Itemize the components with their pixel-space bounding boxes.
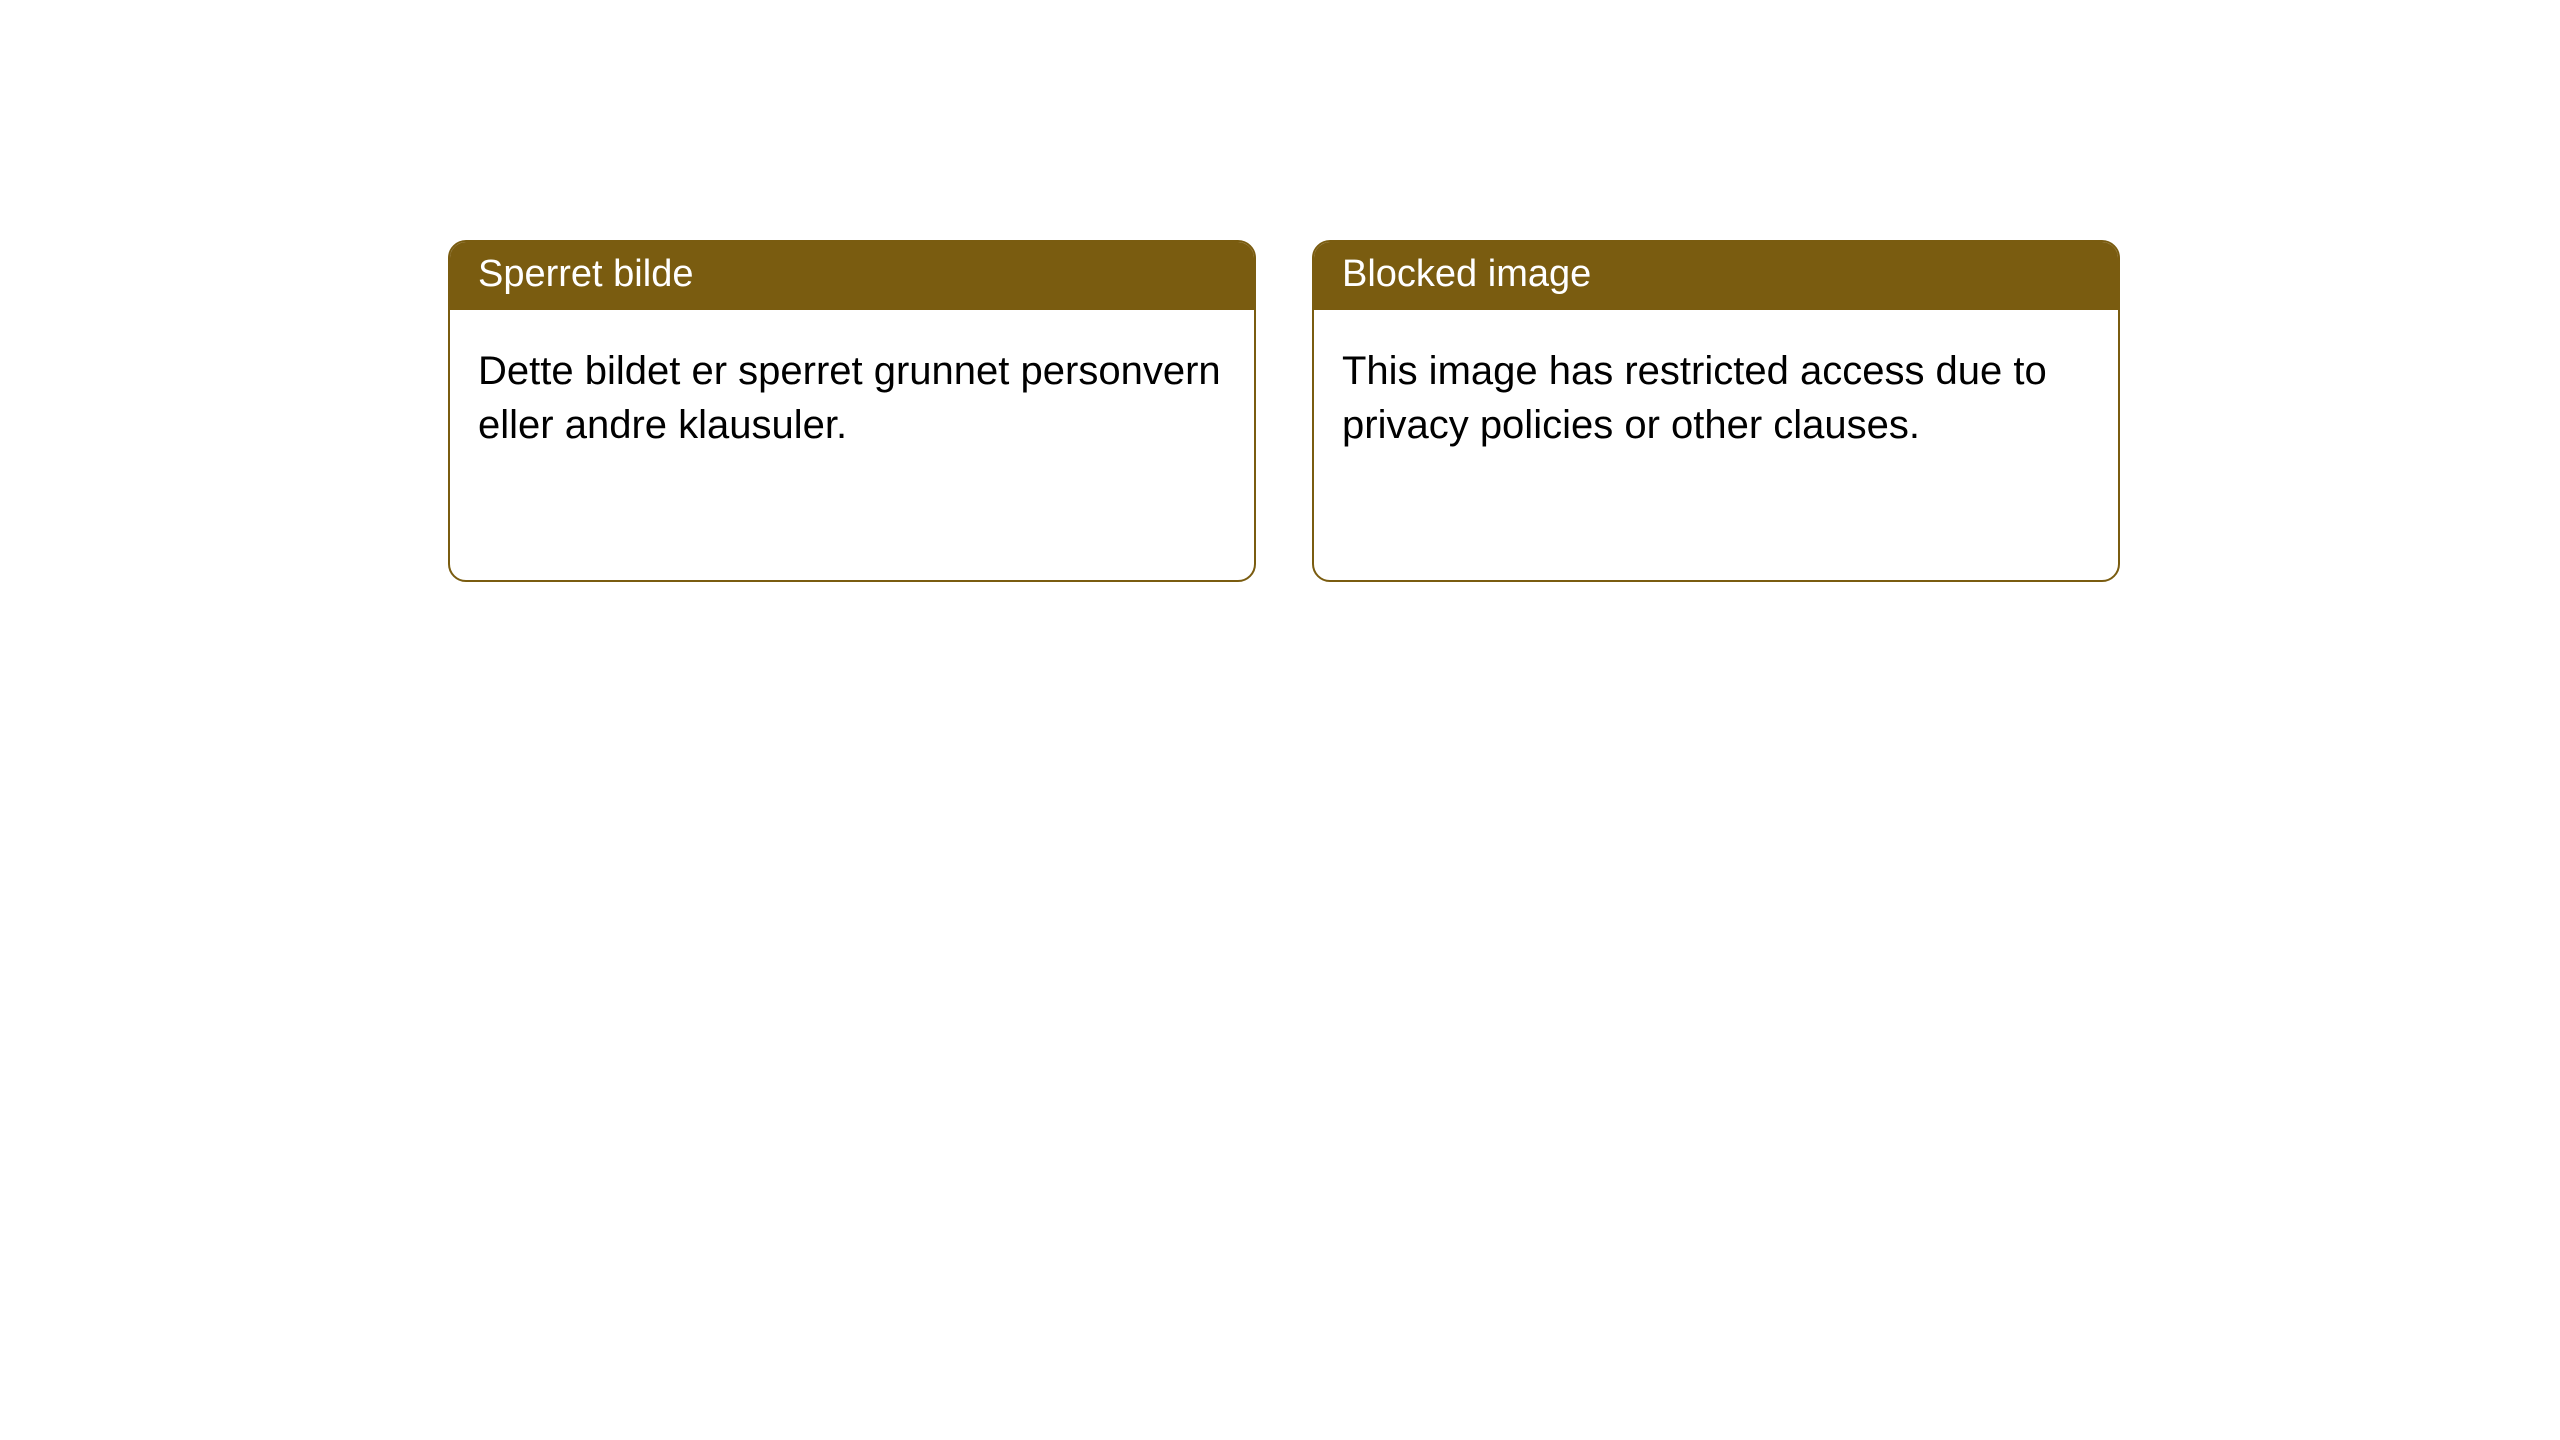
notice-body-english: This image has restricted access due to … [1314,310,2118,580]
notice-title-english: Blocked image [1314,242,2118,310]
notice-card-norwegian: Sperret bilde Dette bildet er sperret gr… [448,240,1256,582]
notice-card-english: Blocked image This image has restricted … [1312,240,2120,582]
notice-title-norwegian: Sperret bilde [450,242,1254,310]
notice-body-norwegian: Dette bildet er sperret grunnet personve… [450,310,1254,580]
notice-container: Sperret bilde Dette bildet er sperret gr… [0,0,2560,582]
